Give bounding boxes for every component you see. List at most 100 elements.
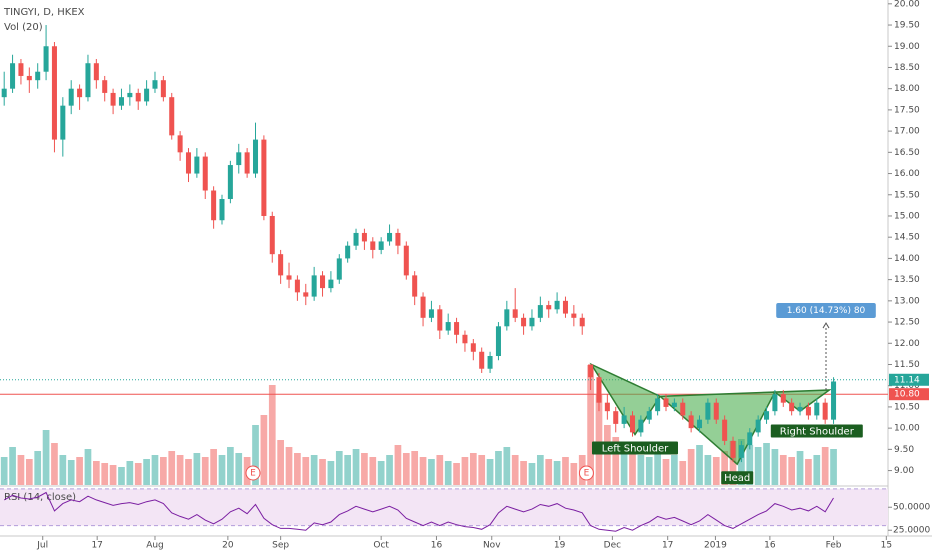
candle-body: [629, 415, 636, 433]
y-tick-label: 16.50: [894, 148, 920, 158]
volume-bar: [696, 445, 703, 485]
candle-body: [252, 139, 259, 174]
volume-bar: [721, 451, 728, 485]
candle-body: [219, 199, 225, 221]
volume-bar: [536, 455, 544, 485]
candle-body: [261, 139, 267, 216]
candle-body: [512, 309, 518, 318]
candle-body: [546, 305, 552, 310]
volume-bar: [495, 451, 502, 485]
candles: [1, 25, 837, 463]
candle-body: [43, 46, 49, 72]
volume-bar: [620, 449, 628, 485]
volume-bar: [143, 459, 150, 485]
candle-body: [588, 364, 594, 378]
volume-bar: [168, 451, 176, 485]
candle-body: [529, 317, 535, 327]
volume-bar: [17, 455, 25, 485]
volume-bar: [436, 455, 444, 485]
x-tick-label: Nov: [483, 541, 501, 550]
candle-body: [345, 245, 351, 259]
candle-body: [403, 245, 409, 276]
candle-body: [303, 292, 309, 297]
candle-body: [1, 88, 7, 98]
candle-body: [445, 322, 451, 331]
volume-bar: [109, 465, 117, 485]
volume-bar: [453, 463, 460, 485]
y-tick-label: 13.50: [894, 275, 920, 285]
candle-body: [655, 398, 661, 412]
candle-body: [144, 88, 150, 102]
volume-bar: [754, 447, 762, 485]
price-badge-label: 11.14: [894, 375, 920, 385]
volume-bar: [712, 457, 720, 485]
volume-bar: [830, 449, 837, 485]
volume-bar: [344, 455, 352, 485]
volume-bar: [67, 460, 75, 485]
candle-body: [169, 97, 175, 136]
pattern-label: Left Shoulder: [602, 444, 669, 455]
event-marker: [245, 465, 261, 481]
candle-body: [152, 80, 158, 89]
event-label: E: [584, 469, 590, 479]
volume-bar: [25, 459, 33, 485]
volume-bar: [411, 451, 419, 485]
pattern-label: Head: [724, 473, 750, 484]
y-tick-label: 16.00: [894, 169, 920, 179]
measure-arrowhead: [822, 322, 830, 329]
measure-box: [776, 303, 876, 319]
candle-body: [772, 394, 778, 412]
volume-bar: [553, 461, 561, 485]
volume-bar: [59, 455, 67, 485]
candle-body: [814, 402, 820, 416]
pattern-label-box: [770, 424, 863, 438]
volume-bar: [428, 459, 435, 485]
candle-body: [789, 402, 795, 412]
candle-body: [671, 402, 677, 407]
volume-bar: [796, 451, 804, 485]
candle-body: [211, 190, 217, 221]
candle-body: [353, 232, 359, 246]
volume-bar: [51, 443, 58, 485]
volume-bar: [771, 449, 779, 485]
volume-bar: [654, 451, 661, 485]
candle-body: [797, 406, 803, 412]
volume-bar: [469, 453, 477, 485]
volume-bar: [285, 447, 293, 485]
y-tick-label: 19.00: [894, 42, 920, 52]
candle-body: [680, 402, 686, 416]
volume-bar: [788, 457, 796, 485]
y-tick-label: 13.00: [894, 296, 920, 306]
candle-body: [227, 165, 233, 200]
y-tick-label: 15.00: [894, 211, 920, 221]
candle-body: [705, 402, 711, 420]
candle-body: [780, 394, 786, 403]
candle-body: [805, 406, 811, 416]
rsi-line: [3, 491, 834, 532]
volume-bar: [227, 447, 234, 485]
candle-body: [688, 415, 694, 429]
volume-bar: [361, 453, 368, 485]
volume-bar: [185, 459, 192, 485]
y-tick-label: 20.00: [894, 0, 920, 9]
x-tick-label: 15: [881, 541, 892, 550]
rsi-tick-label: 25.0000: [893, 526, 930, 536]
candle-body: [51, 46, 57, 140]
candle-body: [269, 215, 275, 255]
candle-body: [10, 63, 16, 89]
volume-bar: [444, 461, 452, 485]
candle-body: [236, 152, 242, 166]
y-tick-label: 11.50: [894, 360, 920, 370]
volume-bar: [252, 425, 259, 485]
volume-bar: [176, 455, 184, 485]
volume-bar: [310, 455, 318, 485]
x-tick-label: 19: [554, 541, 566, 550]
candle-body: [85, 63, 91, 98]
volume-bar: [746, 445, 754, 485]
candle-body: [370, 241, 376, 250]
volume-bar: [813, 455, 821, 485]
candle-body: [244, 152, 250, 174]
x-tick-label: 16: [764, 541, 776, 550]
volume-bar: [118, 467, 125, 485]
volume-bar: [201, 457, 209, 485]
